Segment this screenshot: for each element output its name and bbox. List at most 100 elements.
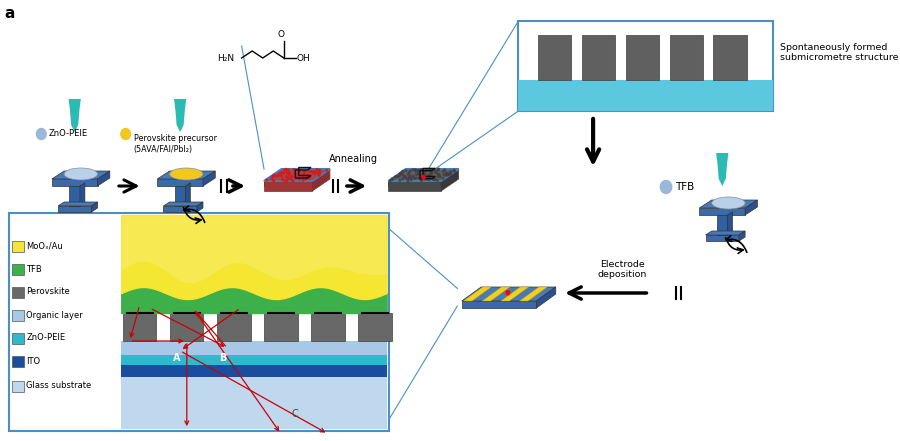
Circle shape bbox=[428, 176, 430, 178]
Text: ZnO-PEIE: ZnO-PEIE bbox=[49, 130, 87, 138]
Circle shape bbox=[402, 174, 403, 176]
Circle shape bbox=[434, 178, 436, 180]
Circle shape bbox=[304, 171, 305, 172]
Circle shape bbox=[401, 171, 402, 173]
Circle shape bbox=[428, 179, 429, 180]
Circle shape bbox=[399, 174, 400, 176]
Circle shape bbox=[446, 172, 447, 174]
Polygon shape bbox=[68, 99, 81, 109]
Circle shape bbox=[407, 180, 409, 182]
Polygon shape bbox=[706, 231, 745, 235]
Text: TFB: TFB bbox=[675, 182, 694, 192]
Circle shape bbox=[444, 169, 446, 171]
Circle shape bbox=[318, 171, 320, 172]
Circle shape bbox=[399, 175, 400, 177]
Circle shape bbox=[418, 171, 419, 173]
Circle shape bbox=[313, 172, 314, 174]
Circle shape bbox=[299, 179, 301, 180]
Polygon shape bbox=[389, 181, 441, 186]
Bar bbox=[13, 310, 23, 321]
Circle shape bbox=[287, 170, 288, 172]
Circle shape bbox=[413, 177, 415, 179]
Circle shape bbox=[306, 178, 307, 180]
Circle shape bbox=[431, 169, 432, 171]
Circle shape bbox=[295, 174, 297, 176]
Bar bbox=[122, 377, 387, 429]
Bar bbox=[122, 365, 387, 377]
Text: a: a bbox=[4, 6, 14, 21]
Circle shape bbox=[428, 174, 429, 176]
Polygon shape bbox=[441, 175, 450, 186]
Circle shape bbox=[285, 176, 287, 177]
Circle shape bbox=[409, 172, 410, 174]
Circle shape bbox=[407, 178, 409, 180]
Circle shape bbox=[314, 171, 315, 172]
Polygon shape bbox=[699, 200, 758, 208]
Text: Perovskite: Perovskite bbox=[26, 288, 70, 296]
Polygon shape bbox=[312, 169, 330, 191]
Circle shape bbox=[121, 128, 130, 139]
Bar bbox=[9, 213, 389, 431]
Text: H₂N: H₂N bbox=[217, 53, 234, 63]
Polygon shape bbox=[185, 183, 190, 206]
Circle shape bbox=[416, 174, 417, 176]
Text: O: O bbox=[278, 30, 284, 39]
Polygon shape bbox=[462, 301, 536, 308]
Polygon shape bbox=[58, 206, 92, 212]
Text: TFB: TFB bbox=[26, 265, 42, 273]
Circle shape bbox=[424, 178, 426, 179]
Polygon shape bbox=[69, 186, 80, 206]
Bar bbox=[581, 34, 615, 79]
Circle shape bbox=[392, 179, 393, 180]
Circle shape bbox=[435, 171, 436, 173]
Circle shape bbox=[273, 180, 274, 182]
Polygon shape bbox=[464, 287, 491, 301]
Circle shape bbox=[281, 172, 282, 174]
Polygon shape bbox=[699, 208, 745, 215]
Circle shape bbox=[392, 178, 393, 179]
Circle shape bbox=[286, 168, 287, 170]
Polygon shape bbox=[158, 171, 215, 179]
Circle shape bbox=[424, 176, 426, 177]
Circle shape bbox=[415, 170, 417, 172]
Circle shape bbox=[410, 179, 412, 181]
Circle shape bbox=[418, 177, 419, 179]
Circle shape bbox=[287, 179, 288, 181]
Circle shape bbox=[446, 174, 448, 176]
Circle shape bbox=[414, 169, 416, 171]
Circle shape bbox=[283, 172, 284, 173]
Circle shape bbox=[437, 175, 439, 176]
Circle shape bbox=[318, 174, 320, 176]
Circle shape bbox=[420, 178, 421, 180]
Circle shape bbox=[448, 174, 450, 176]
Circle shape bbox=[281, 176, 283, 177]
Circle shape bbox=[290, 178, 291, 179]
Polygon shape bbox=[312, 175, 321, 186]
Circle shape bbox=[438, 174, 440, 176]
Polygon shape bbox=[176, 125, 184, 132]
Circle shape bbox=[426, 169, 428, 172]
Circle shape bbox=[424, 170, 426, 172]
Polygon shape bbox=[727, 212, 733, 235]
Circle shape bbox=[316, 168, 318, 170]
Circle shape bbox=[286, 172, 287, 174]
Bar bbox=[13, 240, 23, 251]
Circle shape bbox=[426, 178, 428, 180]
Circle shape bbox=[302, 179, 304, 181]
Circle shape bbox=[422, 173, 423, 176]
Text: B: B bbox=[219, 353, 226, 363]
Polygon shape bbox=[52, 179, 97, 186]
Polygon shape bbox=[203, 171, 215, 186]
Circle shape bbox=[433, 179, 435, 180]
Circle shape bbox=[283, 179, 284, 181]
Circle shape bbox=[434, 179, 436, 180]
Circle shape bbox=[285, 168, 286, 170]
Bar bbox=[537, 34, 572, 79]
Circle shape bbox=[410, 170, 411, 172]
Bar bbox=[170, 313, 203, 341]
Polygon shape bbox=[389, 181, 441, 191]
Circle shape bbox=[295, 173, 297, 174]
Text: Organic layer: Organic layer bbox=[26, 310, 83, 319]
Circle shape bbox=[279, 173, 280, 175]
Circle shape bbox=[431, 172, 432, 174]
